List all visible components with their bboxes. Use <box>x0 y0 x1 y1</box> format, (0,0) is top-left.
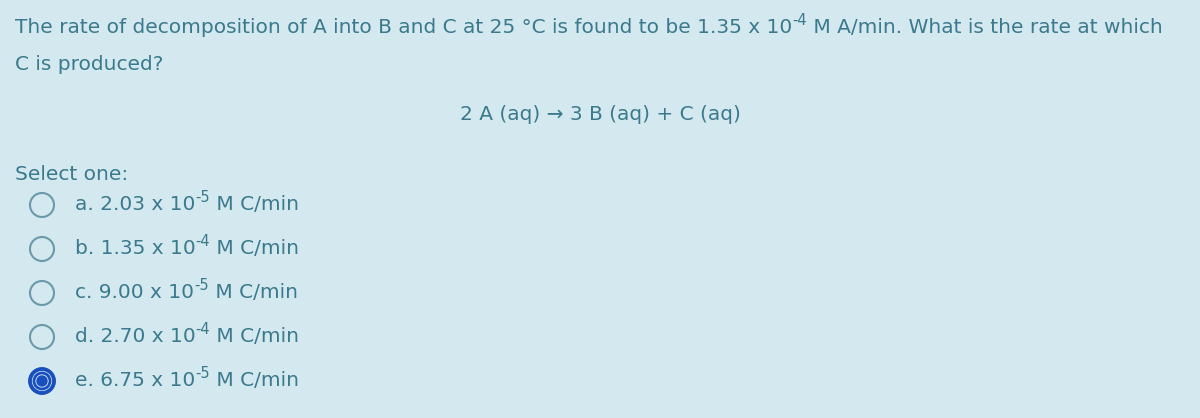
Text: M C/min: M C/min <box>210 327 299 346</box>
Text: M C/min: M C/min <box>210 371 299 390</box>
Text: Select one:: Select one: <box>14 165 128 184</box>
Text: M C/min: M C/min <box>209 283 298 302</box>
Text: The rate of decomposition of A into B and C at 25 °C is found to be 1.35 x 10: The rate of decomposition of A into B an… <box>14 18 792 37</box>
Text: e. 6.75 x 10: e. 6.75 x 10 <box>74 371 196 390</box>
Circle shape <box>34 373 50 389</box>
Text: d. 2.70 x 10: d. 2.70 x 10 <box>74 327 196 346</box>
Text: M C/min: M C/min <box>210 195 299 214</box>
Text: b. 1.35 x 10: b. 1.35 x 10 <box>74 239 196 258</box>
Text: a. 2.03 x 10: a. 2.03 x 10 <box>74 195 196 214</box>
Text: -4: -4 <box>792 13 806 28</box>
Circle shape <box>37 376 47 386</box>
Text: -5: -5 <box>194 278 209 293</box>
Text: -5: -5 <box>196 366 210 381</box>
Text: 2 A (aq) → 3 B (aq) + C (aq): 2 A (aq) → 3 B (aq) + C (aq) <box>460 105 740 124</box>
Text: c. 9.00 x 10: c. 9.00 x 10 <box>74 283 194 302</box>
Text: -5: -5 <box>196 190 210 205</box>
Text: -4: -4 <box>196 322 210 337</box>
Text: M A/min. What is the rate at which: M A/min. What is the rate at which <box>806 18 1163 37</box>
Text: C is produced?: C is produced? <box>14 55 163 74</box>
Text: M C/min: M C/min <box>210 239 299 258</box>
Text: -4: -4 <box>196 234 210 249</box>
